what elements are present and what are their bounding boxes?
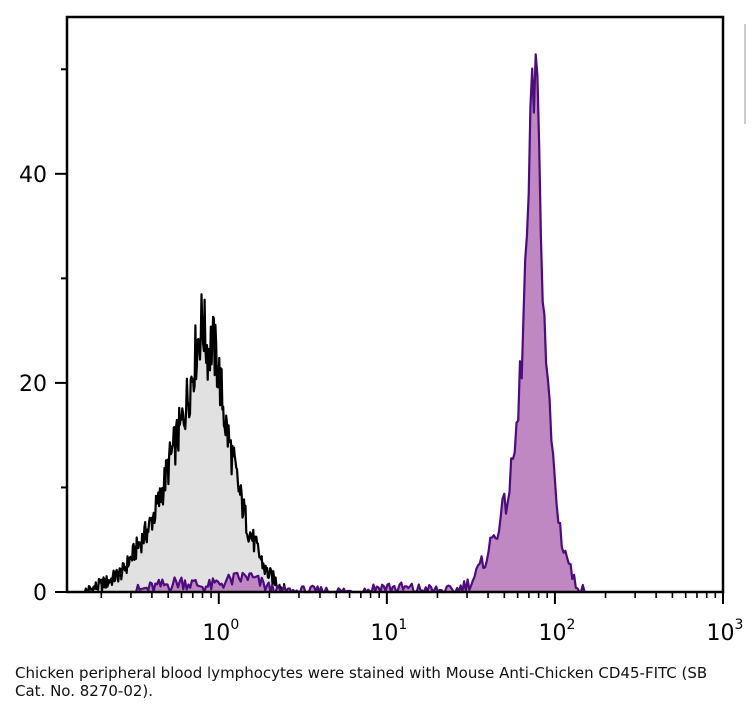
y-tick-label: 0 — [33, 581, 47, 606]
series-layer — [83, 53, 586, 594]
x-tick-label: 101 — [370, 617, 407, 646]
x-tick-label: 102 — [538, 617, 575, 646]
x-tick-exponent: 0 — [230, 617, 239, 633]
y-tick-label: 40 — [19, 163, 47, 188]
figure-caption: Chicken peripheral blood lymphocytes wer… — [15, 664, 708, 700]
x-tick-label: 100 — [202, 617, 239, 646]
x-tick-exponent: 1 — [398, 617, 407, 633]
plot-frame — [65, 15, 725, 594]
series-0-fill — [85, 294, 286, 592]
x-tick-base: 10 — [370, 621, 398, 646]
y-tick-label: 20 — [19, 372, 47, 397]
x-tick-base: 10 — [202, 621, 230, 646]
x-tick-exponent: 2 — [566, 617, 575, 633]
series-0-line — [83, 293, 287, 594]
series-1-fill — [130, 54, 585, 592]
x-tick-base: 10 — [707, 621, 735, 646]
x-tick-label: 103 — [707, 617, 744, 646]
x-tick-base: 10 — [538, 621, 566, 646]
x-tick-exponent: 3 — [735, 617, 744, 633]
